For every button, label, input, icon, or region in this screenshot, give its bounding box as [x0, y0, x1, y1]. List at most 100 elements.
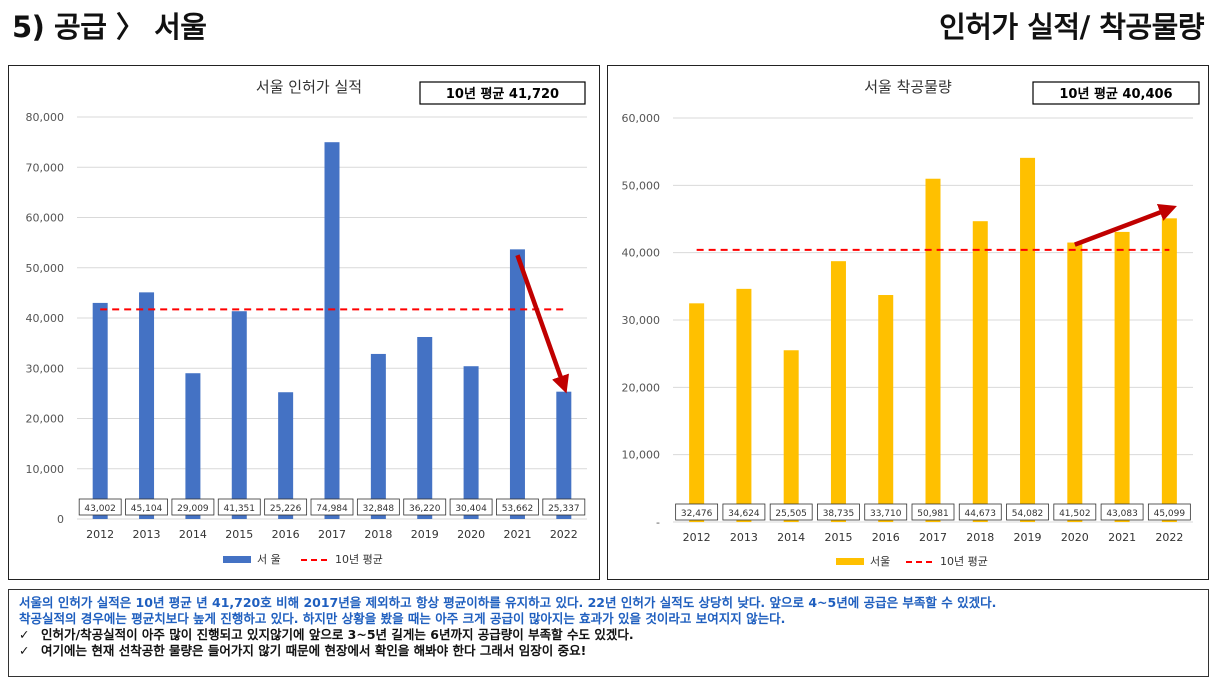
- bar: [139, 292, 155, 519]
- x-tick-label: 2021: [1108, 531, 1136, 544]
- bar: [830, 261, 846, 522]
- check-item-2-text: 여기에는 현재 선착공한 물량은 들어가지 않기 때문에 현장에서 확인을 해봐…: [41, 643, 587, 658]
- data-label-box: [1006, 503, 1049, 521]
- data-label: 53,662: [502, 504, 534, 514]
- data-label: 25,505: [775, 509, 807, 519]
- legend-average-label: 10년 평균: [940, 555, 988, 568]
- data-label: 38,735: [823, 509, 855, 519]
- check-icon: ✓: [19, 627, 30, 642]
- x-tick-label: 2019: [411, 528, 439, 541]
- legend-series-swatch: [223, 556, 251, 563]
- y-tick-label: 10,000: [26, 463, 65, 476]
- y-tick-label: 50,000: [26, 262, 65, 275]
- data-label: 32,476: [681, 509, 713, 519]
- page-title-right: 인허가 실적/ 착공물량: [939, 10, 1204, 44]
- data-label-box: [958, 503, 1002, 521]
- page-title-left: 5) 공급 〉 서울: [12, 10, 207, 44]
- bar: [783, 350, 799, 522]
- construction-chart: 서울 착공물량 10년 평균 40,406 - 10,000 20,000 30,000 4…: [622, 78, 1200, 568]
- x-tick-label: 2017: [318, 528, 346, 541]
- y-tick-label: 50,000: [622, 179, 661, 192]
- y-tick-label: -: [656, 516, 660, 529]
- chart-title: 서울 착공물량: [864, 78, 952, 96]
- data-label: 25,337: [548, 504, 580, 514]
- data-label-box: [125, 498, 168, 516]
- x-tick-label: 2013: [133, 528, 161, 541]
- data-label-box: [310, 498, 354, 516]
- data-label: 43,002: [84, 504, 116, 514]
- check-item-2: ✓ 여기에는 현재 선착공한 물량은 들어가지 않기 때문에 현장에서 확인을 해…: [19, 643, 1198, 659]
- y-tick-label: 70,000: [26, 161, 65, 174]
- data-label: 45,104: [131, 504, 163, 514]
- legend-series-label: 서울: [870, 555, 890, 568]
- note-line-1: 서울의 인허가 실적은 10년 평균 년 41,720호 비해 2017년을 제…: [19, 595, 997, 610]
- bar: [878, 295, 894, 522]
- x-tick-label: 2015: [225, 528, 253, 541]
- data-label: 44,673: [965, 509, 997, 519]
- construction-chart-panel: 서울 착공물량 10년 평균 40,406 - 10,000 20,000 30,000 4…: [607, 65, 1209, 580]
- data-label: 36,220: [409, 504, 441, 514]
- legend-average-label: 10년 평균: [335, 553, 383, 566]
- x-tick-label: 2020: [457, 528, 485, 541]
- data-label-box: [864, 503, 908, 521]
- y-tick-label: 60,000: [622, 112, 661, 125]
- y-tick-label: 30,000: [622, 314, 661, 327]
- data-label: 74,984: [316, 504, 348, 514]
- data-label: 50,981: [917, 509, 949, 519]
- bar: [1161, 218, 1177, 522]
- data-label-box: [1147, 503, 1191, 521]
- data-label: 43,083: [1106, 509, 1138, 519]
- y-tick-label: 0: [57, 513, 64, 526]
- check-icon: ✓: [19, 643, 30, 658]
- data-label: 33,710: [870, 509, 902, 519]
- data-label: 41,351: [224, 504, 256, 514]
- bar: [92, 302, 108, 519]
- x-tick-label: 2022: [1155, 531, 1183, 544]
- data-label-box: [496, 498, 539, 516]
- x-tick-label: 2013: [730, 531, 758, 544]
- data-label: 29,009: [177, 504, 209, 514]
- x-tick-label: 2012: [86, 528, 114, 541]
- data-label-box: [542, 498, 586, 516]
- bar: [278, 392, 294, 519]
- data-label: 41,502: [1059, 509, 1091, 519]
- x-tick-label: 2018: [966, 531, 994, 544]
- summary-notes: 서울의 인허가 실적은 10년 평균 년 41,720호 비해 2017년을 제…: [8, 589, 1209, 677]
- trend-arrow: [1074, 203, 1177, 247]
- data-label: 25,226: [270, 504, 302, 514]
- x-tick-label: 2016: [872, 531, 900, 544]
- data-label: 34,624: [728, 509, 760, 519]
- data-label-box: [1100, 503, 1144, 521]
- average-label-box: [419, 81, 586, 105]
- trend-arrow: [515, 254, 569, 394]
- note-line-2: 착공실적의 경우에는 평균치보다 높게 진행하고 있다. 하지만 상황을 봤을 …: [19, 611, 786, 626]
- y-tick-label: 60,000: [26, 212, 65, 225]
- data-label: 32,848: [363, 504, 395, 514]
- data-label-box: [817, 503, 860, 521]
- permit-chart: 서울 인허가 실적 10년 평균 41,720 0 10,000 20,000 30,00…: [26, 78, 587, 566]
- y-tick-label: 30,000: [26, 362, 65, 375]
- x-tick-label: 2012: [683, 531, 711, 544]
- bar: [736, 288, 752, 522]
- x-tick-label: 2019: [1014, 531, 1042, 544]
- bar: [689, 303, 705, 522]
- average-label: 10년 평균 41,720: [446, 86, 559, 102]
- data-label-box: [356, 498, 400, 516]
- data-label: 30,404: [455, 504, 487, 514]
- bar: [417, 336, 433, 519]
- x-tick-label: 2014: [777, 531, 805, 544]
- y-tick-label: 40,000: [26, 312, 65, 325]
- y-tick-label: 10,000: [622, 449, 661, 462]
- bar: [925, 178, 941, 522]
- y-tick-label: 20,000: [622, 381, 661, 394]
- x-tick-label: 2021: [503, 528, 531, 541]
- data-label-box: [171, 498, 215, 516]
- data-label-box: [217, 498, 261, 516]
- data-label: 54,082: [1012, 509, 1044, 519]
- x-tick-label: 2017: [919, 531, 947, 544]
- bar: [1020, 157, 1036, 522]
- x-tick-label: 2016: [272, 528, 300, 541]
- x-tick-label: 2020: [1061, 531, 1089, 544]
- data-label-box: [769, 503, 813, 521]
- chart-title: 서울 인허가 실적: [256, 78, 362, 96]
